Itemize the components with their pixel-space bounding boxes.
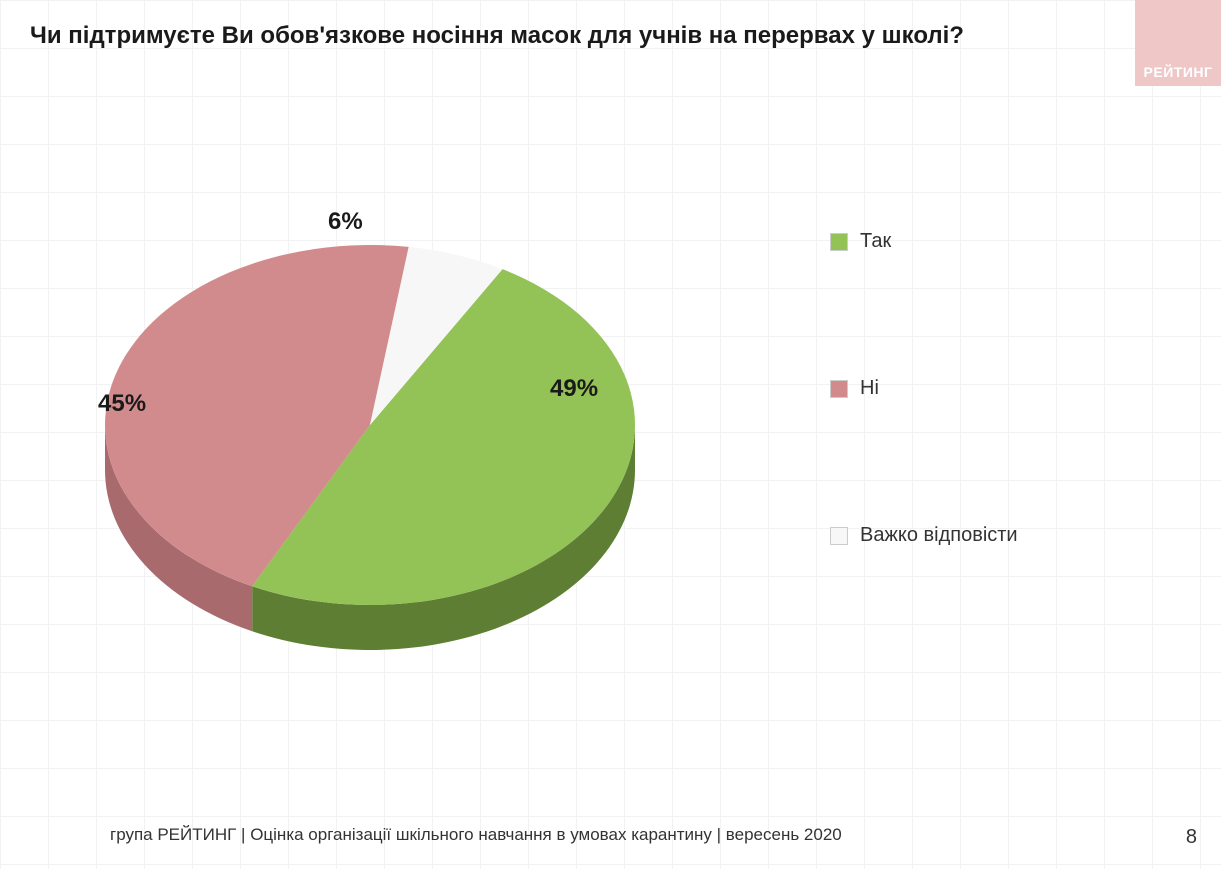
legend-swatch — [830, 380, 848, 398]
watermark-text: РЕЙТИНГ — [1144, 64, 1213, 80]
legend-item: Ні — [830, 377, 1150, 400]
footer-text: група РЕЙТИНГ | Оцінка організації шкіль… — [110, 825, 842, 845]
legend-swatch — [830, 233, 848, 251]
legend: Так Ні Важко відповісти — [830, 230, 1150, 671]
pie-chart: 49% 45% 6% — [60, 190, 680, 670]
slice-percent-label: 45% — [98, 390, 146, 418]
legend-item: Так — [830, 230, 1150, 253]
legend-label: Так — [860, 230, 891, 253]
chart-title: Чи підтримуєте Ви обов'язкове носіння ма… — [30, 22, 964, 50]
watermark-badge: РЕЙТИНГ — [1135, 0, 1221, 86]
legend-swatch — [830, 527, 848, 545]
legend-label: Ні — [860, 377, 879, 400]
legend-item: Важко відповісти — [830, 524, 1150, 547]
slice-percent-label: 49% — [550, 375, 598, 403]
legend-label: Важко відповісти — [860, 524, 1018, 547]
pie-svg — [60, 190, 680, 710]
slice-percent-label: 6% — [328, 208, 363, 236]
page-number: 8 — [1186, 826, 1197, 849]
